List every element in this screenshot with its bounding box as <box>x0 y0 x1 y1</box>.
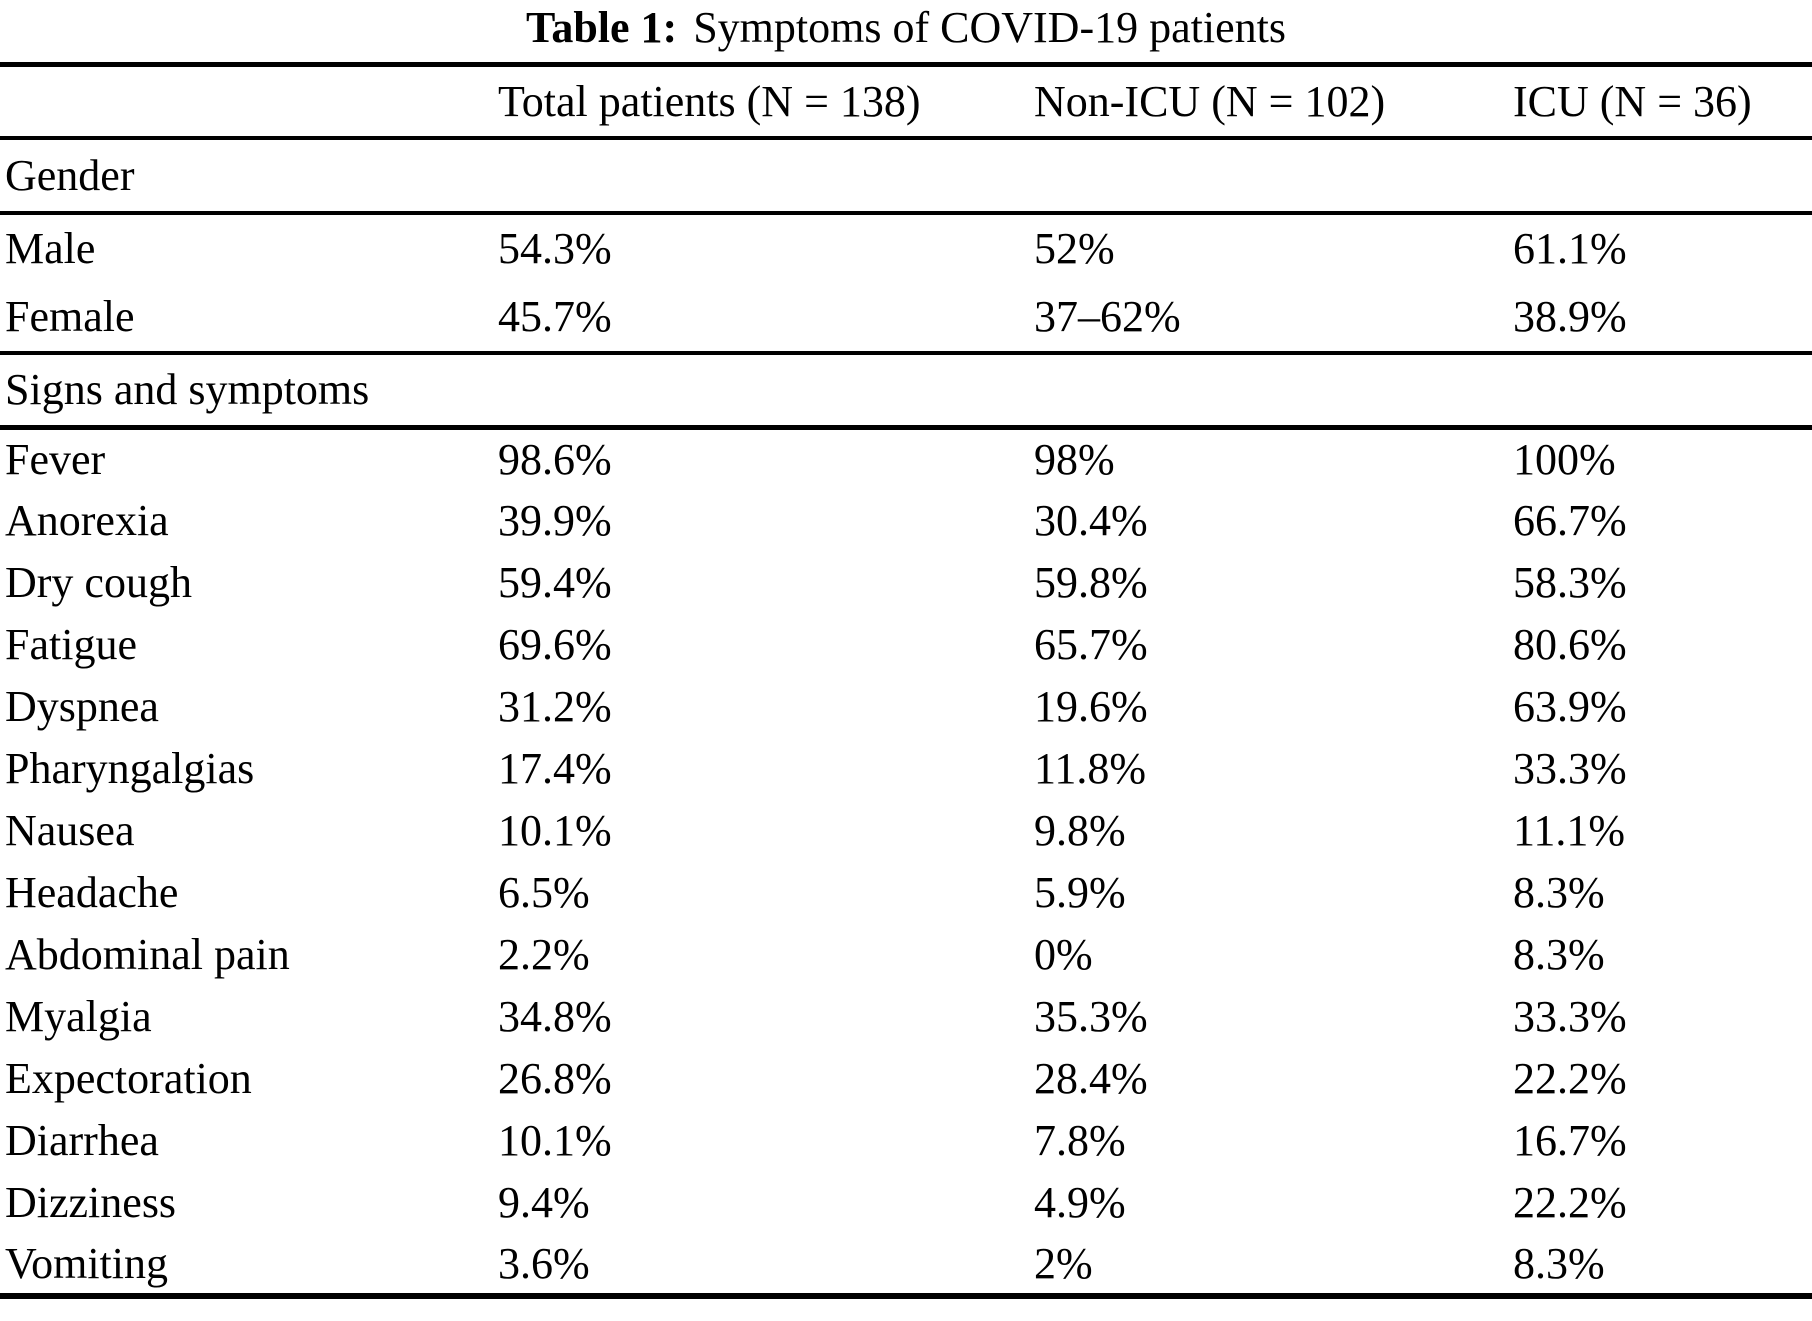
table-row: Nausea 10.1% 9.8% 11.1% <box>0 800 1812 862</box>
row-value: 9.8% <box>1034 806 1126 855</box>
row-label: Nausea <box>5 806 135 855</box>
table-row: Female 45.7% 37–62% 38.9% <box>0 283 1812 353</box>
row-value: 10.1% <box>498 1116 612 1165</box>
table-row: Fever 98.6% 98% 100% <box>0 428 1812 490</box>
column-header-empty <box>0 65 498 138</box>
column-header-non-icu: Non-ICU (N = 102) <box>1034 76 1386 126</box>
table-caption: Table 1: Symptoms of COVID-19 patients <box>0 0 1812 62</box>
row-label: Fever <box>5 435 106 485</box>
row-value: 69.6% <box>498 620 612 669</box>
table-row: Vomiting 3.6% 2% 8.3% <box>0 1234 1812 1296</box>
row-value: 9.4% <box>498 1178 590 1227</box>
row-value: 59.4% <box>498 558 612 607</box>
table-caption-text: Symptoms of COVID-19 patients <box>693 3 1286 52</box>
table-row: Dyspnea 31.2% 19.6% 63.9% <box>0 676 1812 738</box>
row-value: 63.9% <box>1513 682 1627 731</box>
table-row: Dizziness 9.4% 4.9% 22.2% <box>0 1172 1812 1234</box>
row-value: 16.7% <box>1513 1116 1627 1165</box>
row-value: 11.8% <box>1034 744 1147 793</box>
section-row-gender: Gender <box>0 137 1812 213</box>
row-label: Anorexia <box>5 496 169 545</box>
row-value: 0% <box>1034 930 1093 979</box>
row-label: Dizziness <box>5 1178 177 1227</box>
row-value: 22.2% <box>1513 1054 1627 1103</box>
header-row: Total patients (N = 138) Non-ICU (N = 10… <box>0 65 1812 138</box>
row-value: 26.8% <box>498 1054 612 1103</box>
row-value: 35.3% <box>1034 992 1148 1041</box>
section-header-label: Gender <box>5 150 135 200</box>
table-row: Headache 6.5% 5.9% 8.3% <box>0 862 1812 924</box>
section-header-label: Signs and symptoms <box>5 365 370 415</box>
row-label: Dyspnea <box>5 682 159 731</box>
row-value: 59.8% <box>1034 558 1148 607</box>
row-value: 33.3% <box>1513 992 1627 1041</box>
row-value: 54.3% <box>498 224 612 273</box>
row-label: Dry cough <box>5 558 192 607</box>
column-header-total-patients: Total patients (N = 138) <box>498 76 921 126</box>
row-label: Myalgia <box>5 992 152 1041</box>
row-value: 98.6% <box>498 435 612 485</box>
row-value: 10.1% <box>498 806 612 855</box>
row-value: 22.2% <box>1513 1178 1627 1227</box>
row-label: Vomiting <box>5 1238 169 1288</box>
row-value: 17.4% <box>498 744 612 793</box>
symptoms-table: Total patients (N = 138) Non-ICU (N = 10… <box>0 62 1812 1299</box>
row-value: 8.3% <box>1513 868 1605 917</box>
table-row: Abdominal pain 2.2% 0% 8.3% <box>0 924 1812 986</box>
row-label: Expectoration <box>5 1054 252 1103</box>
row-value: 37–62% <box>1034 292 1181 341</box>
row-value: 5.9% <box>1034 868 1126 917</box>
row-value: 6.5% <box>498 868 590 917</box>
column-header-icu: ICU (N = 36) <box>1513 76 1752 126</box>
row-value: 2.2% <box>498 930 590 979</box>
row-value: 34.8% <box>498 992 612 1041</box>
row-value: 7.8% <box>1034 1116 1126 1165</box>
row-value: 11.1% <box>1513 806 1626 855</box>
row-value: 8.3% <box>1513 1238 1605 1288</box>
row-value: 38.9% <box>1513 292 1627 341</box>
row-label: Headache <box>5 868 179 917</box>
row-value: 98% <box>1034 435 1115 485</box>
row-value: 66.7% <box>1513 496 1627 545</box>
row-value: 58.3% <box>1513 558 1627 607</box>
row-value: 45.7% <box>498 292 612 341</box>
row-label: Fatigue <box>5 620 137 669</box>
row-value: 61.1% <box>1513 224 1627 273</box>
row-value: 30.4% <box>1034 496 1148 545</box>
row-value: 8.3% <box>1513 930 1605 979</box>
row-value: 4.9% <box>1034 1178 1126 1227</box>
row-value: 80.6% <box>1513 620 1627 669</box>
table-caption-label: Table 1: <box>526 3 678 52</box>
row-value: 3.6% <box>498 1238 590 1288</box>
row-value: 31.2% <box>498 682 612 731</box>
table-row: Expectoration 26.8% 28.4% 22.2% <box>0 1048 1812 1110</box>
row-value: 2% <box>1034 1238 1093 1288</box>
row-value: 33.3% <box>1513 744 1627 793</box>
row-value: 28.4% <box>1034 1054 1148 1103</box>
row-value: 65.7% <box>1034 620 1148 669</box>
row-value: 19.6% <box>1034 682 1148 731</box>
row-label: Female <box>5 292 135 341</box>
table-row: Dry cough 59.4% 59.8% 58.3% <box>0 552 1812 614</box>
table-row: Diarrhea 10.1% 7.8% 16.7% <box>0 1110 1812 1172</box>
row-label: Male <box>5 224 96 273</box>
table-row: Fatigue 69.6% 65.7% 80.6% <box>0 614 1812 676</box>
row-value: 100% <box>1513 435 1616 485</box>
row-label: Abdominal pain <box>5 930 290 979</box>
table-row: Male 54.3% 52% 61.1% <box>0 213 1812 283</box>
table-row: Myalgia 34.8% 35.3% 33.3% <box>0 986 1812 1048</box>
row-value: 39.9% <box>498 496 612 545</box>
row-value: 52% <box>1034 224 1115 273</box>
table-row: Pharyngalgias 17.4% 11.8% 33.3% <box>0 738 1812 800</box>
section-row-signs-and-symptoms: Signs and symptoms <box>0 352 1812 428</box>
table-row: Anorexia 39.9% 30.4% 66.7% <box>0 490 1812 552</box>
row-label: Diarrhea <box>5 1116 159 1165</box>
row-label: Pharyngalgias <box>5 744 255 793</box>
